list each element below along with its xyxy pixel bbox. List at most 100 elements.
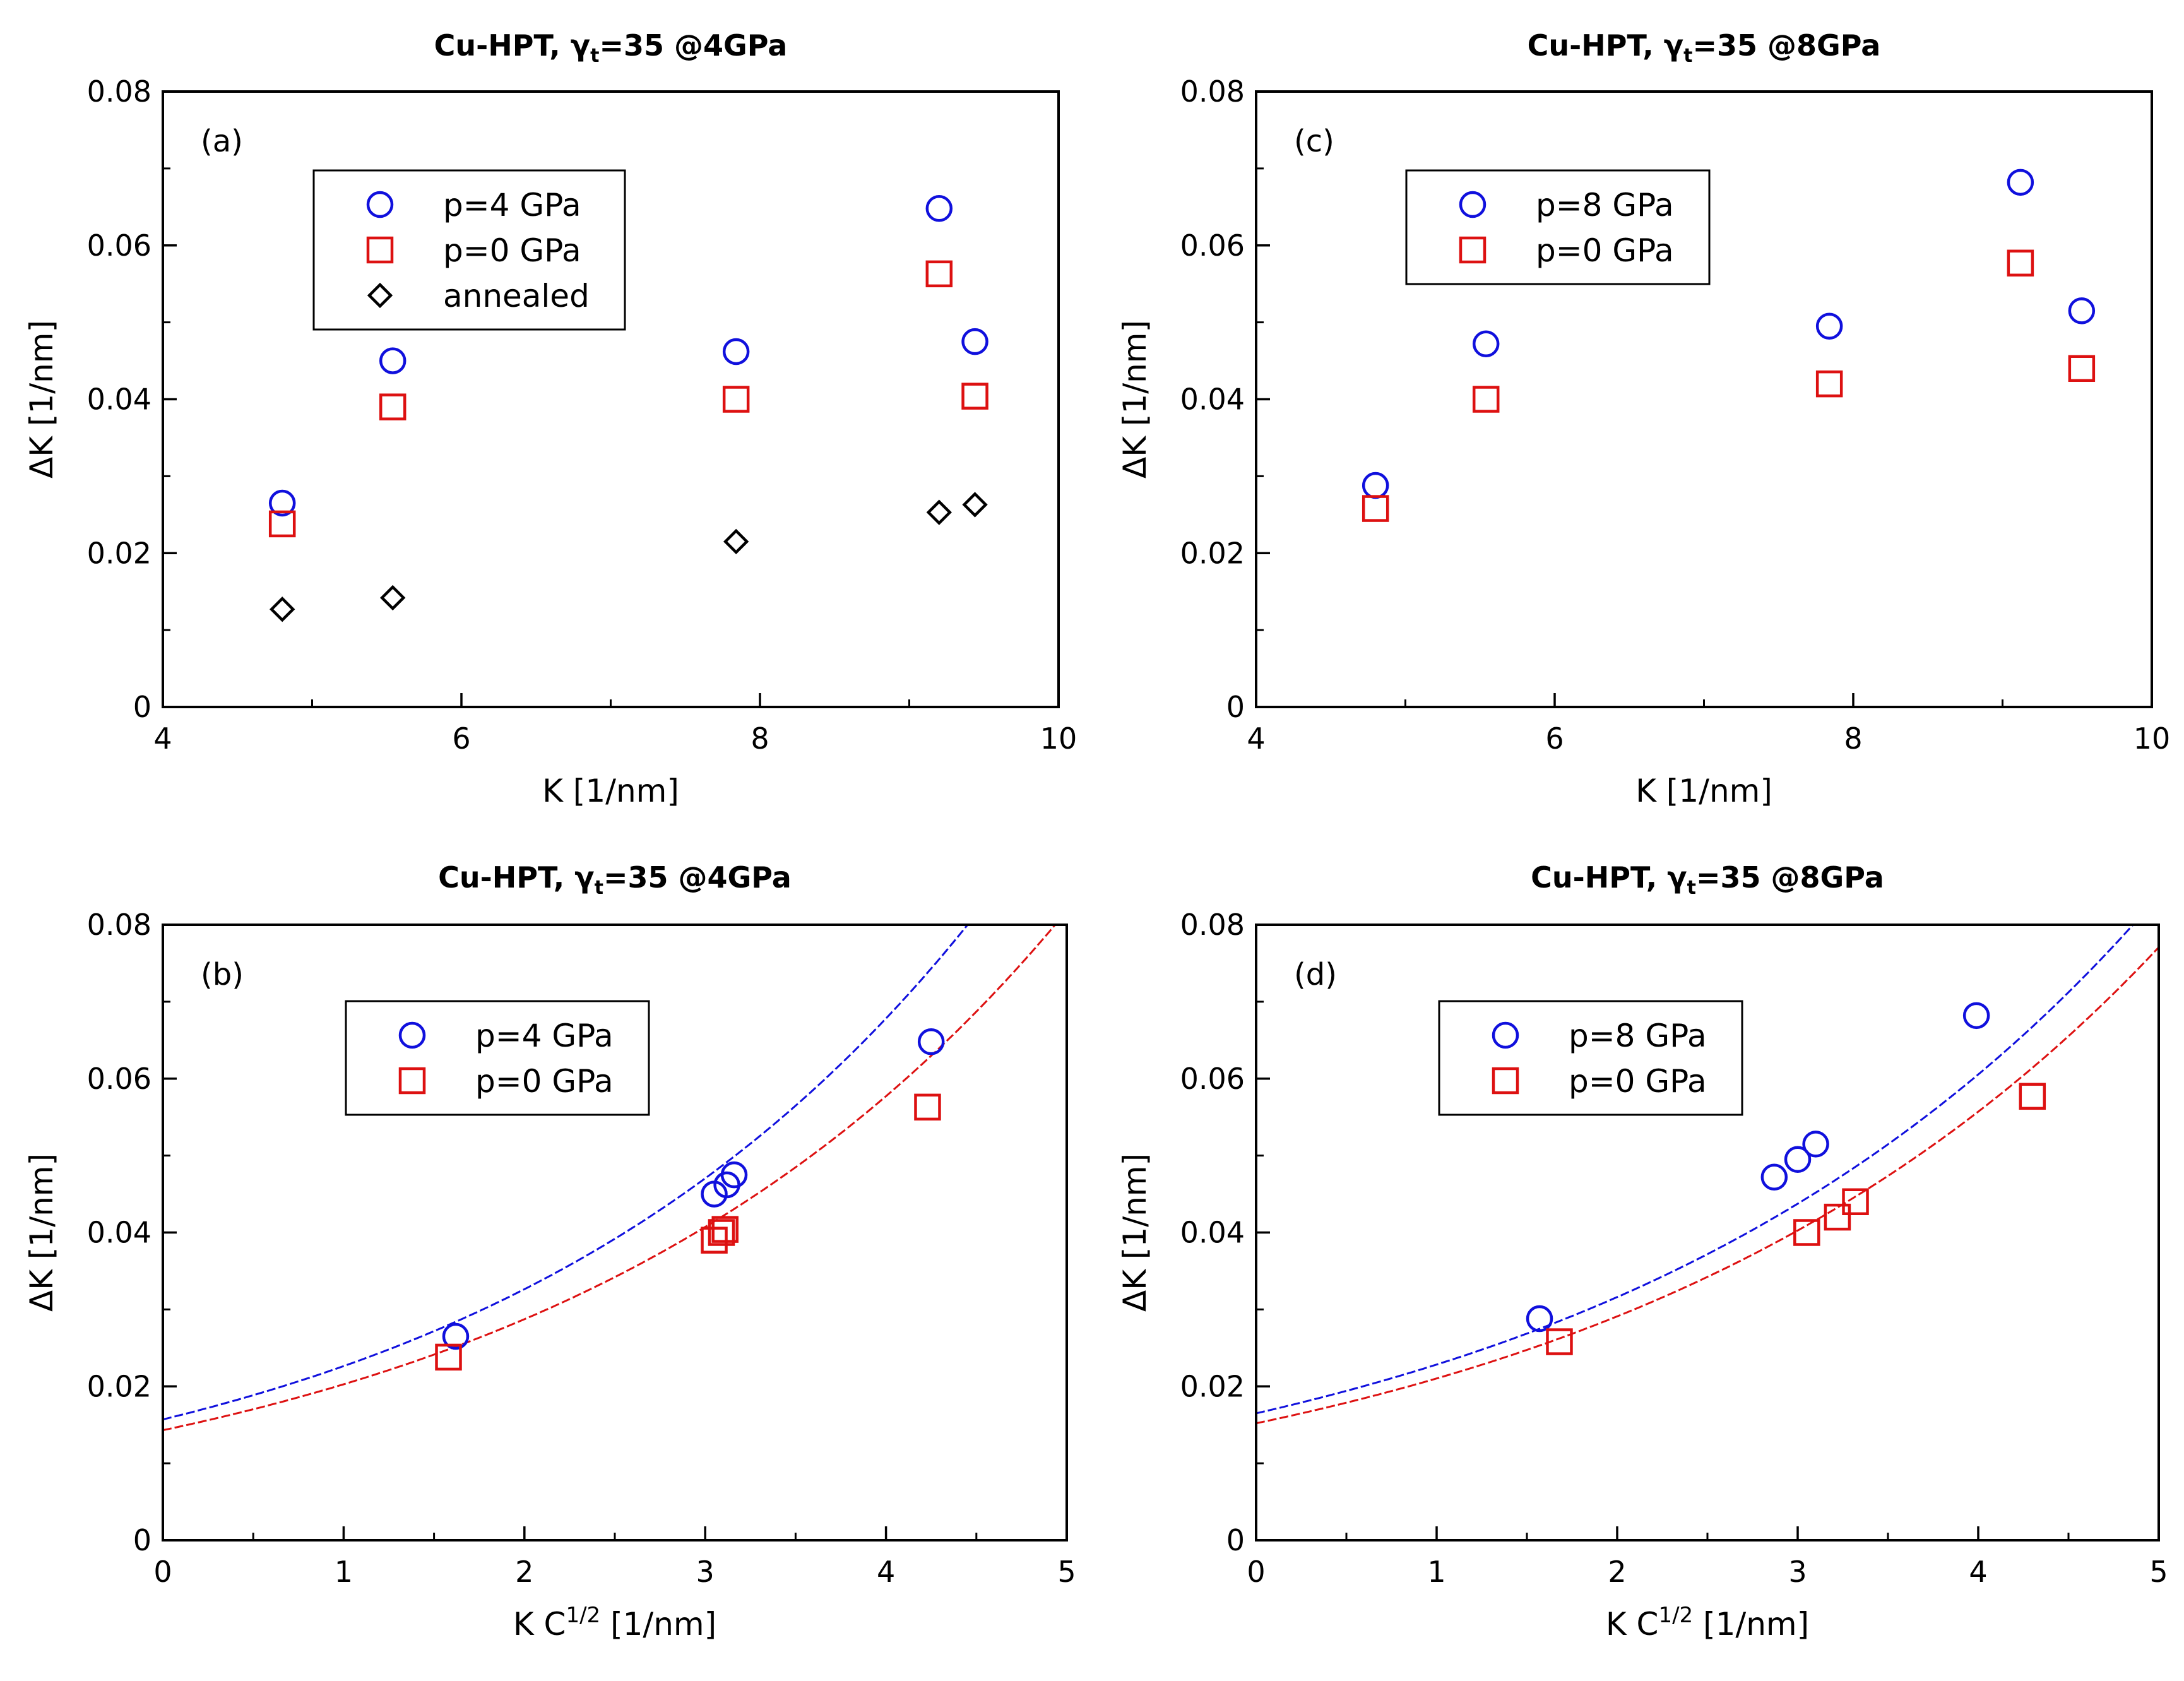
data-point-diamond <box>723 528 749 555</box>
x-tick-label: 1 <box>1427 1555 1445 1589</box>
x-tick-label: 3 <box>696 1555 715 1589</box>
y-tick-label: 0.04 <box>87 383 151 417</box>
data-point-square <box>925 260 953 288</box>
panel-label: (b) <box>201 957 244 992</box>
x-tick-label: 5 <box>1057 1555 1076 1589</box>
panel-label: (c) <box>1294 124 1334 159</box>
y-tick-label: 0.06 <box>1180 229 1245 263</box>
y-tick-label: 0.06 <box>87 229 151 263</box>
data-point-square <box>435 1343 462 1371</box>
data-point-diamond <box>926 499 952 525</box>
y-tick-label: 0.02 <box>1180 536 1245 570</box>
x-tick-label: 5 <box>2149 1555 2168 1589</box>
data-point-circle <box>1760 1163 1788 1191</box>
y-tick-label: 0.02 <box>87 536 151 570</box>
data-point-circle <box>1784 1146 1812 1173</box>
x-tick-label: 4 <box>153 722 172 756</box>
legend-entry: p=4 GPa <box>475 1018 614 1054</box>
data-point-square <box>1362 495 1389 522</box>
data-point-square <box>2068 355 2096 382</box>
data-point-square <box>722 386 750 413</box>
panel-c: Cu-HPT, γt=35 @8GPa 0 0.02 0.04 0.06 0.08 4 6 8 1… <box>1117 28 2170 809</box>
data-point-circle <box>268 489 296 517</box>
x-tick-label: 10 <box>1040 722 1077 756</box>
x-tick-label: 8 <box>751 722 769 756</box>
chart-title: Cu-HPT, γt=35 @8GPa <box>1531 860 1884 899</box>
y-tick-label: 0.08 <box>87 74 151 109</box>
data-point-circle <box>2068 297 2096 324</box>
data-point-diamond <box>270 597 295 622</box>
data-point-diamond <box>380 585 406 611</box>
x-tick-label: 10 <box>2134 722 2171 756</box>
y-tick-label: 0 <box>1226 1523 1245 1557</box>
legend-marker-diamond <box>367 282 393 309</box>
data-point-square <box>2007 249 2034 277</box>
fit-curve-1 <box>1256 946 2159 1425</box>
legend-entry: p=0 GPa <box>443 232 581 269</box>
legend-marker-circle <box>1459 191 1487 218</box>
data-point-square <box>1793 1219 1820 1246</box>
chart-title: Cu-HPT, γt=35 @4GPa <box>438 860 792 899</box>
y-tick-label: 0.02 <box>87 1369 151 1403</box>
x-tick-label: 6 <box>452 722 470 756</box>
data-point-circle <box>1362 472 1389 499</box>
y-axis-label: ΔK [1/nm] <box>23 320 60 478</box>
y-tick-label: 0.04 <box>1180 383 1245 417</box>
x-axis-label: K C1/2 [1/nm] <box>1606 1603 1809 1642</box>
y-tick-label: 0.02 <box>1180 1369 1245 1403</box>
data-point-diamond <box>962 492 988 518</box>
legend-marker-circle <box>366 191 394 218</box>
legend: p=8 GPa p=0 GPa <box>1438 1000 1743 1116</box>
panel-label: (d) <box>1294 957 1337 992</box>
data-point-square <box>268 510 296 538</box>
legend-entry: p=0 GPa <box>475 1063 614 1100</box>
x-tick-label: 2 <box>515 1555 533 1589</box>
legend-box <box>312 169 626 331</box>
panel-label: (a) <box>201 124 243 159</box>
data-point-circle <box>1472 330 1500 357</box>
data-point-circle <box>1962 1002 1990 1030</box>
data-point-square <box>914 1093 941 1121</box>
legend-box <box>345 1000 650 1116</box>
x-axis-label: K [1/nm] <box>1635 773 1772 809</box>
data-point-square <box>961 383 988 410</box>
legend-marker-circle <box>1492 1021 1519 1049</box>
x-tick-label: 8 <box>1844 722 1862 756</box>
legend: p=4 GPa p=0 GPa <box>345 1000 650 1116</box>
data-point-circle <box>1526 1305 1553 1333</box>
legend: p=4 GPa p=0 GPa annealed <box>312 169 626 331</box>
data-point-square <box>1472 386 1500 413</box>
legend-marker-circle <box>398 1021 426 1049</box>
x-tick-label: 4 <box>877 1555 895 1589</box>
data-point-square <box>1546 1328 1573 1355</box>
fit-curve-0 <box>163 925 969 1421</box>
y-tick-label: 0 <box>133 1523 151 1557</box>
legend-marker-square <box>366 236 394 264</box>
y-tick-label: 0.08 <box>1180 74 1245 109</box>
data-point-square <box>1842 1188 1869 1215</box>
x-tick-label: 4 <box>1247 722 1265 756</box>
legend-entry: p=0 GPa <box>1536 232 1674 269</box>
y-tick-label: 0.08 <box>87 908 151 942</box>
legend-marker-square <box>1492 1067 1519 1095</box>
x-tick-label: 6 <box>1545 722 1564 756</box>
x-tick-label: 2 <box>1608 1555 1626 1589</box>
y-tick-label: 0.08 <box>1180 908 1245 942</box>
fit-curve-1 <box>163 925 1057 1432</box>
legend-box <box>1438 1000 1743 1116</box>
legend-entry: p=8 GPa <box>1569 1018 1707 1054</box>
x-tick-label: 3 <box>1788 1555 1807 1589</box>
panel-b: Cu-HPT, γt=35 @4GPa 0 0.02 0.04 0.06 0.08 0 1 2 3… <box>23 860 1076 1642</box>
data-point-circle <box>917 1028 945 1055</box>
data-point-square <box>711 1216 739 1243</box>
x-tick-label: 0 <box>153 1555 172 1589</box>
data-point-circle <box>925 195 953 222</box>
fit-curve-0 <box>1256 925 2135 1415</box>
legend-entry: p=8 GPa <box>1536 187 1674 223</box>
y-tick-label: 0.04 <box>87 1216 151 1250</box>
legend-entry: annealed <box>443 278 590 314</box>
legend-marker-square <box>398 1067 426 1095</box>
data-point-circle <box>1815 312 1843 340</box>
